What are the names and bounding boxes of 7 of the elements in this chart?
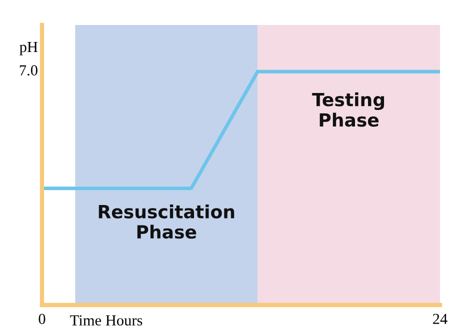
- y-axis-title: pH: [20, 42, 38, 56]
- band-label: Testing Phase: [312, 92, 384, 127]
- x-tick-label: 24: [433, 314, 448, 324]
- text: 7.0: [20, 65, 38, 76]
- band-label: Resuscitation Phase: [98, 204, 234, 239]
- x-axis-title: Time Hours: [70, 315, 142, 326]
- x-tick-label: 0: [38, 314, 46, 324]
